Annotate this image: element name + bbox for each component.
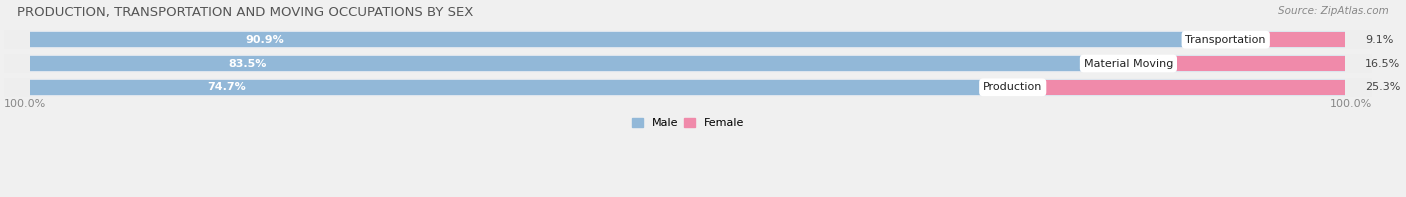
Text: PRODUCTION, TRANSPORTATION AND MOVING OCCUPATIONS BY SEX: PRODUCTION, TRANSPORTATION AND MOVING OC…	[17, 6, 474, 19]
Bar	[31, 79, 1346, 96]
Text: 9.1%: 9.1%	[1365, 35, 1393, 45]
Text: 83.5%: 83.5%	[228, 59, 267, 69]
Text: 100.0%: 100.0%	[4, 99, 46, 109]
Bar	[4, 30, 1372, 49]
Text: 25.3%: 25.3%	[1365, 82, 1400, 92]
Text: Source: ZipAtlas.com: Source: ZipAtlas.com	[1278, 6, 1389, 16]
Bar	[31, 80, 1012, 95]
Bar	[4, 78, 1372, 97]
Text: 90.9%: 90.9%	[246, 35, 284, 45]
Legend: Male, Female: Male, Female	[627, 114, 748, 133]
Text: 100.0%: 100.0%	[1330, 99, 1372, 109]
Bar	[1012, 80, 1346, 95]
Bar	[31, 31, 1346, 48]
Bar	[1226, 32, 1346, 47]
Bar	[4, 54, 1372, 73]
Bar	[31, 56, 1129, 71]
Bar	[31, 32, 1226, 47]
Text: Material Moving: Material Moving	[1084, 59, 1173, 69]
Bar	[31, 55, 1346, 72]
Text: 16.5%: 16.5%	[1365, 59, 1400, 69]
Text: Production: Production	[983, 82, 1042, 92]
Bar	[1129, 56, 1346, 71]
Text: 74.7%: 74.7%	[207, 82, 246, 92]
Text: Transportation: Transportation	[1185, 35, 1265, 45]
